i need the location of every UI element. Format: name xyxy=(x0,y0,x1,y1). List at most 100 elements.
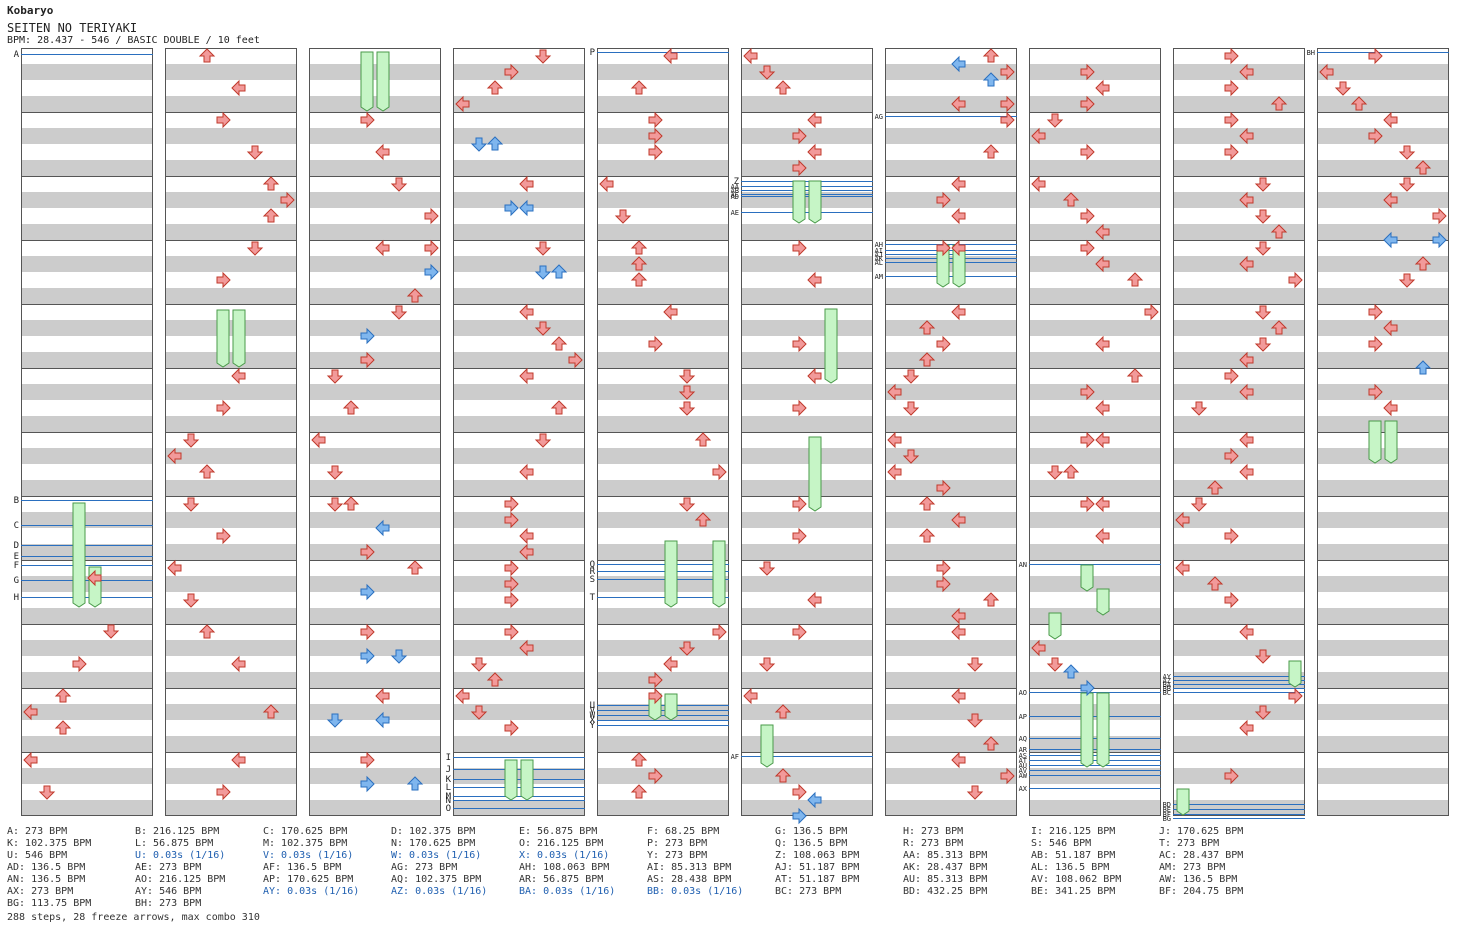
arrow-note-red xyxy=(648,335,663,353)
arrow-note-red xyxy=(1254,305,1272,320)
beat-stripe xyxy=(309,448,441,464)
beat-stripe xyxy=(165,352,297,368)
bpm-marker-label: T xyxy=(590,593,596,603)
bpm-marker-label: O xyxy=(446,804,451,814)
arrow-note-red xyxy=(360,623,375,641)
arrow-note-red xyxy=(390,305,408,320)
arrow-note-red xyxy=(1080,207,1095,225)
beat-stripe xyxy=(1029,448,1161,464)
legend-entry: E: 56.875 BPM xyxy=(519,826,598,837)
beat-stripe xyxy=(597,192,729,208)
arrow-note-red xyxy=(54,688,72,703)
freeze-arrow xyxy=(712,540,726,608)
beat-stripe xyxy=(597,544,729,560)
bpm-marker-label: AA xyxy=(731,183,740,191)
beat-stripe xyxy=(1173,704,1305,720)
arrow-note-red xyxy=(1383,111,1398,129)
legend-entry: AJ: 51.187 BPM xyxy=(775,862,860,873)
beat-stripe xyxy=(165,480,297,496)
beat-stripe xyxy=(597,736,729,752)
freeze-arrow xyxy=(520,759,534,801)
beat-stripe xyxy=(1317,384,1449,400)
beat-stripe xyxy=(1317,512,1449,528)
arrow-note-red xyxy=(792,127,807,145)
beat-stripe xyxy=(1029,320,1161,336)
beat-stripe xyxy=(1173,96,1305,112)
bpm-marker-label: AW xyxy=(1019,772,1028,780)
bpm-marker-label: AJ xyxy=(875,251,883,259)
arrow-note-red xyxy=(599,175,614,193)
beat-stripe xyxy=(309,512,441,528)
arrow-note-red xyxy=(519,639,534,657)
arrow-note-red xyxy=(1368,335,1383,353)
beat-stripe xyxy=(453,512,585,528)
beat-stripe xyxy=(597,256,729,272)
arrow-note-blue xyxy=(1432,231,1447,249)
bpm-marker-label: I xyxy=(446,753,451,763)
arrow-note-red xyxy=(1000,767,1015,785)
song-title: SEITEN NO TERIYAKI xyxy=(7,21,138,35)
arrow-note-red xyxy=(1095,527,1110,545)
arrow-note-red xyxy=(342,400,360,415)
beat-stripe xyxy=(597,768,729,784)
beat-stripe xyxy=(165,512,297,528)
arrow-note-red xyxy=(311,431,326,449)
arrow-note-blue xyxy=(1080,679,1095,697)
legend-entry: L: 56.875 BPM xyxy=(135,838,214,849)
legend-entry: Y: 273 BPM xyxy=(647,850,708,861)
beat-stripe xyxy=(453,448,585,464)
arrow-note-red xyxy=(1175,559,1190,577)
beat-stripe xyxy=(1317,672,1449,688)
step-chart: ABCDEFGHIJKLMNOPQRSTUVWXYZAAABACADAEAFAG… xyxy=(14,47,1449,825)
arrow-note-red xyxy=(87,569,102,587)
arrow-note-red xyxy=(72,655,87,673)
arrow-note-red xyxy=(1224,111,1239,129)
arrow-note-red xyxy=(182,593,200,608)
arrow-note-red xyxy=(504,623,519,641)
bpm-marker-label: AM xyxy=(875,273,883,281)
arrow-note-red xyxy=(1046,657,1064,672)
beat-stripe xyxy=(741,224,873,240)
beat-stripe xyxy=(21,320,153,336)
beat-stripe xyxy=(309,384,441,400)
arrow-note-red xyxy=(504,719,519,737)
beat-stripe xyxy=(597,352,729,368)
freeze-arrow xyxy=(664,693,678,721)
legend-entry: Z: 108.063 BPM xyxy=(775,850,860,861)
beat-stripe xyxy=(21,64,153,80)
arrow-note-red xyxy=(1239,255,1254,273)
arrow-note-red xyxy=(1224,447,1239,465)
arrow-note-blue xyxy=(982,72,1000,87)
beat-stripe xyxy=(453,160,585,176)
arrow-note-red xyxy=(951,751,966,769)
beat-stripe xyxy=(21,480,153,496)
beat-stripe xyxy=(1173,736,1305,752)
arrow-note-red xyxy=(1368,303,1383,321)
arrow-note-red xyxy=(1334,81,1352,96)
beat-stripe xyxy=(1317,128,1449,144)
arrow-note-red xyxy=(1144,303,1159,321)
beat-stripe xyxy=(1173,192,1305,208)
arrow-note-red xyxy=(1080,383,1095,401)
bpm-marker-label: AC xyxy=(731,191,739,199)
beat-stripe xyxy=(1173,544,1305,560)
beat-stripe xyxy=(453,480,585,496)
beat-stripe xyxy=(21,224,153,240)
beat-stripe xyxy=(885,224,1017,240)
legend-entry: U: 546 BPM xyxy=(7,850,68,861)
arrow-note-red xyxy=(694,512,712,527)
beat-stripe xyxy=(309,256,441,272)
legend-entry: V: 0.03s (1/16) xyxy=(263,850,354,861)
arrow-note-red xyxy=(216,271,231,289)
arrow-note-red xyxy=(519,463,534,481)
arrow-note-red xyxy=(519,543,534,561)
freeze-arrow xyxy=(1176,788,1190,816)
arrow-note-red xyxy=(1080,63,1095,81)
beat-stripe xyxy=(1317,96,1449,112)
beat-stripe xyxy=(21,128,153,144)
beat-stripe xyxy=(597,640,729,656)
beat-stripe xyxy=(1029,64,1161,80)
beat-stripe xyxy=(165,192,297,208)
arrow-note-blue xyxy=(375,711,390,729)
arrow-note-red xyxy=(918,320,936,335)
